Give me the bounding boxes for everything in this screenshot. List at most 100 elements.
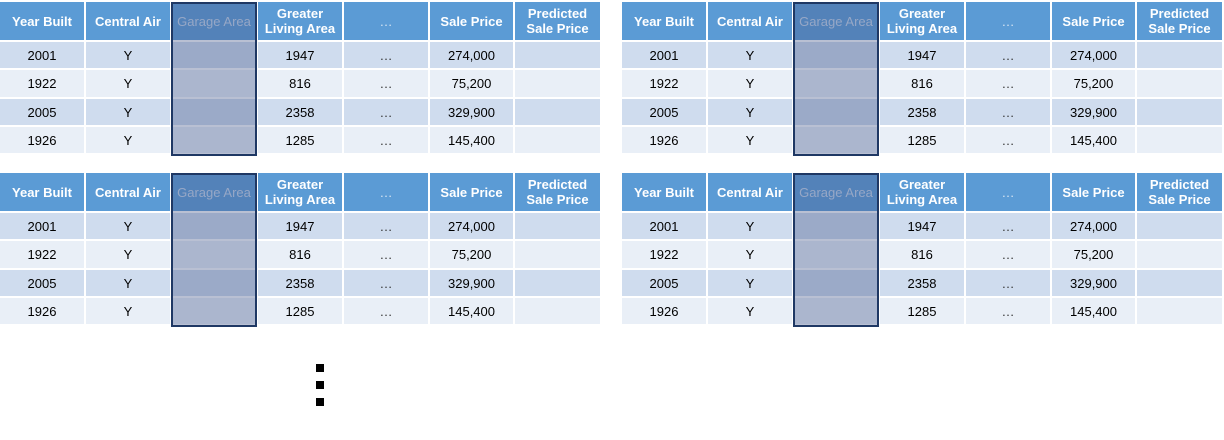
table-row: 1922 Y 816 … 75,200: [0, 70, 600, 97]
header-sale-price: Sale Price: [430, 2, 513, 40]
cell-predicted-sale-price: [515, 42, 600, 68]
cell-predicted-sale-price: [515, 70, 600, 97]
table-header-row: Year Built Central Air Garage Area Great…: [0, 173, 600, 211]
cell-garage-area: [172, 241, 256, 268]
header-year-built: Year Built: [622, 173, 706, 211]
cell-sale-price: 145,400: [1052, 127, 1135, 153]
garage-area-column-highlight: [793, 2, 879, 156]
table-row: 2005 Y 2358 … 329,900: [622, 270, 1222, 296]
cell-predicted-sale-price: [1137, 213, 1222, 239]
header-sale-price: Sale Price: [1052, 173, 1135, 211]
header-predicted-sale-price: Predicted Sale Price: [1137, 173, 1222, 211]
header-predicted-sale-price: Predicted Sale Price: [515, 173, 600, 211]
vertical-ellipsis-icon: [316, 364, 326, 408]
header-year-built: Year Built: [0, 173, 84, 211]
cell-ellipsis: …: [344, 127, 428, 153]
cell-central-air: Y: [708, 270, 792, 296]
cell-greater-living-area: 1947: [258, 42, 342, 68]
table-header-row: Year Built Central Air Garage Area Great…: [0, 2, 600, 40]
cell-predicted-sale-price: [515, 270, 600, 296]
cell-central-air: Y: [708, 42, 792, 68]
cell-ellipsis: …: [966, 213, 1050, 239]
header-central-air: Central Air: [86, 173, 170, 211]
cell-ellipsis: …: [344, 241, 428, 268]
header-sale-price: Sale Price: [430, 173, 513, 211]
header-greater-living-area: Greater Living Area: [258, 173, 342, 211]
cell-greater-living-area: 816: [258, 70, 342, 97]
cell-predicted-sale-price: [1137, 270, 1222, 296]
cell-sale-price: 329,900: [430, 270, 513, 296]
cell-ellipsis: …: [966, 270, 1050, 296]
cell-central-air: Y: [708, 298, 792, 324]
cell-ellipsis: …: [966, 70, 1050, 97]
cell-greater-living-area: 2358: [258, 99, 342, 125]
cell-central-air: Y: [86, 42, 170, 68]
cell-sale-price: 274,000: [430, 42, 513, 68]
table-header-row: Year Built Central Air Garage Area Great…: [622, 173, 1222, 211]
cell-predicted-sale-price: [515, 241, 600, 268]
cell-greater-living-area: 816: [258, 241, 342, 268]
cell-predicted-sale-price: [1137, 70, 1222, 97]
garage-area-column-highlight: [171, 173, 257, 327]
cell-predicted-sale-price: [1137, 127, 1222, 153]
header-greater-living-area: Greater Living Area: [880, 173, 964, 211]
cell-sale-price: 274,000: [1052, 213, 1135, 239]
table-row: 2001 Y 1947 … 274,000: [622, 213, 1222, 239]
cell-year-built: 1926: [0, 127, 84, 153]
cell-garage-area: [794, 70, 878, 97]
cell-sale-price: 274,000: [430, 213, 513, 239]
cell-predicted-sale-price: [515, 298, 600, 324]
cell-central-air: Y: [708, 241, 792, 268]
cell-sale-price: 274,000: [1052, 42, 1135, 68]
cell-ellipsis: …: [344, 42, 428, 68]
cell-sale-price: 329,900: [1052, 99, 1135, 125]
table-row: 2005 Y 2358 … 329,900: [0, 270, 600, 296]
header-garage-area: Garage Area: [794, 2, 878, 40]
cell-predicted-sale-price: [1137, 298, 1222, 324]
garage-area-column-highlight: [793, 173, 879, 327]
cell-sale-price: 329,900: [430, 99, 513, 125]
cell-predicted-sale-price: [515, 127, 600, 153]
cell-garage-area: [794, 213, 878, 239]
header-year-built: Year Built: [0, 2, 84, 40]
header-greater-living-area: Greater Living Area: [258, 2, 342, 40]
cell-greater-living-area: 1285: [880, 127, 964, 153]
cell-year-built: 1926: [622, 127, 706, 153]
cell-greater-living-area: 2358: [880, 99, 964, 125]
table-row: 1922 Y 816 … 75,200: [622, 70, 1222, 97]
garage-area-column-highlight: [171, 2, 257, 156]
cell-year-built: 2001: [622, 42, 706, 68]
cell-greater-living-area: 1285: [258, 298, 342, 324]
cell-year-built: 1922: [622, 241, 706, 268]
table-row: 2005 Y 2358 … 329,900: [622, 99, 1222, 125]
cell-year-built: 1922: [0, 241, 84, 268]
header-ellipsis: …: [966, 173, 1050, 211]
cell-garage-area: [172, 70, 256, 97]
cell-garage-area: [794, 42, 878, 68]
cell-central-air: Y: [86, 298, 170, 324]
table-row: 1926 Y 1285 … 145,400: [622, 298, 1222, 324]
table-row: 2001 Y 1947 … 274,000: [0, 42, 600, 68]
table-row: 1922 Y 816 … 75,200: [622, 241, 1222, 268]
cell-greater-living-area: 1285: [880, 298, 964, 324]
cell-garage-area: [794, 99, 878, 125]
cell-year-built: 2005: [622, 270, 706, 296]
header-central-air: Central Air: [86, 2, 170, 40]
cell-central-air: Y: [86, 127, 170, 153]
cell-central-air: Y: [708, 99, 792, 125]
cell-year-built: 2005: [622, 99, 706, 125]
header-predicted-sale-price: Predicted Sale Price: [1137, 2, 1222, 40]
cell-greater-living-area: 816: [880, 70, 964, 97]
cell-ellipsis: …: [344, 298, 428, 324]
cell-greater-living-area: 2358: [258, 270, 342, 296]
cell-year-built: 2001: [622, 213, 706, 239]
table-row: 2005 Y 2358 … 329,900: [0, 99, 600, 125]
table-row: 1926 Y 1285 … 145,400: [0, 127, 600, 153]
cell-year-built: 1922: [0, 70, 84, 97]
cell-central-air: Y: [86, 213, 170, 239]
cell-central-air: Y: [86, 70, 170, 97]
header-ellipsis: …: [344, 173, 428, 211]
cell-garage-area: [172, 127, 256, 153]
header-greater-living-area: Greater Living Area: [880, 2, 964, 40]
cell-central-air: Y: [708, 127, 792, 153]
